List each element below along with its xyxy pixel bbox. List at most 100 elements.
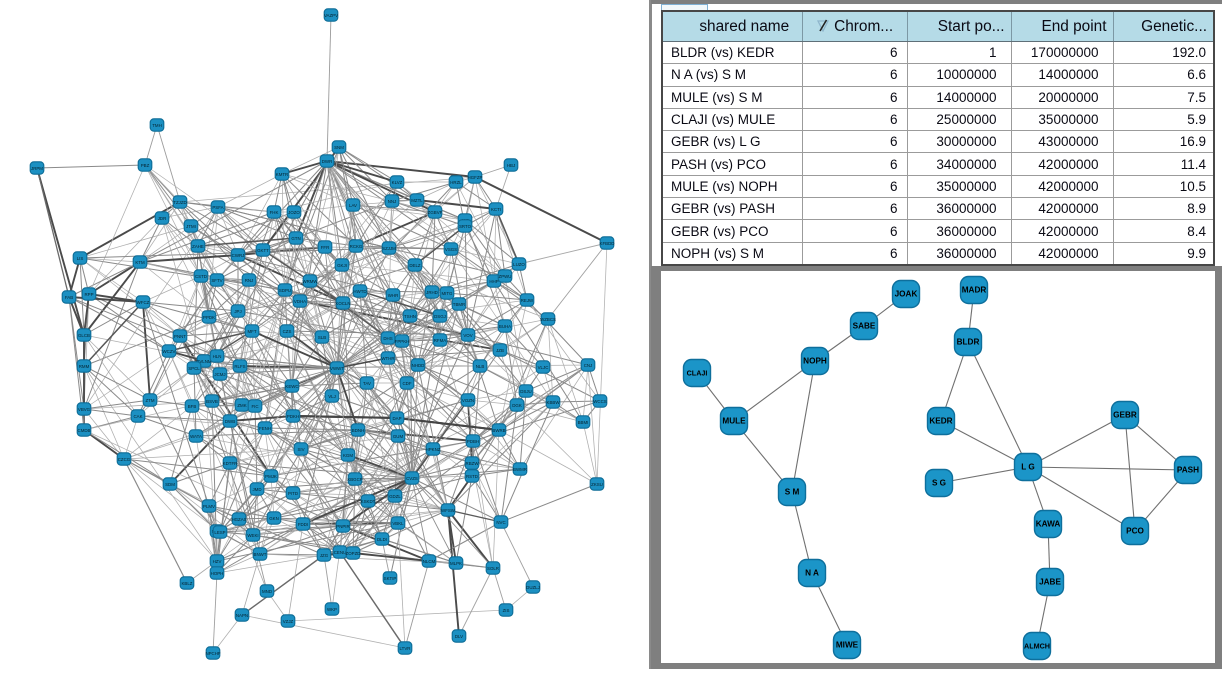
svg-text:ZGBVF: ZGBVF [428,210,443,215]
svg-text:PLMV: PLMV [203,504,215,509]
svg-text:BDNH: BDNH [352,428,364,433]
svg-text:KCTI: KCTI [491,207,501,212]
svg-text:KBGCP: KBGCP [347,477,362,482]
svg-text:GLCB: GLCB [78,333,90,338]
svg-text:GKTT: GKTT [257,248,269,253]
svg-text:CWRJ: CWRJ [232,253,245,258]
svg-text:KDTFR: KDTFR [223,461,238,466]
svg-text:PNPIR: PNPIR [336,524,349,529]
svg-text:LUZO: LUZO [513,262,525,267]
svg-text:FIC: FIC [251,404,258,409]
svg-text:VLJC: VLJC [538,365,549,370]
svg-text:CDF: CDF [402,381,411,386]
svg-text:KTM: KTM [135,260,145,265]
svg-text:ZTM: ZTM [145,398,154,403]
svg-text:S G: S G [932,479,946,488]
svg-text:DUZLJ: DUZLJ [526,585,540,590]
svg-text:KLVZ: KLVZ [392,180,403,185]
svg-text:WEKI: WEKI [247,533,258,538]
svg-text:JMD: JMD [252,487,261,492]
svg-text:RPP: RPP [84,292,93,297]
svg-text:HZV: HZV [213,559,222,564]
svg-text:CSTD: CSTD [195,274,207,279]
svg-text:ZIS: ZIS [503,608,510,613]
svg-text:JRHD: JRHD [426,290,438,295]
svg-text:JPJ: JPJ [234,309,241,314]
svg-text:GUM: GUM [393,434,404,439]
svg-text:VAZPV: VAZPV [324,13,338,18]
svg-text:FAB: FAB [65,295,73,300]
svg-text:HHP: HHP [489,279,498,284]
svg-text:JZG: JZG [320,553,329,558]
svg-text:KBLZ: KBLZ [182,581,193,586]
svg-text:RBZW: RBZW [466,461,480,466]
svg-text:SABE: SABE [853,322,876,331]
svg-text:DAP: DAP [392,416,401,421]
svg-text:MLPK: MLPK [450,561,462,566]
svg-text:HGFZP: HGFZP [468,175,483,180]
svg-text:SDPU: SDPU [279,288,291,293]
svg-text:GKN: GKN [269,516,279,521]
svg-text:RCKG: RCKG [350,244,363,249]
svg-text:NHDD: NHDD [412,363,425,368]
svg-text:BWRB: BWRB [492,428,505,433]
svg-text:WCCS: WCCS [593,399,606,404]
svg-text:BNWT: BNWT [254,552,267,557]
svg-text:KFBDD: KFBDD [600,241,615,246]
svg-text:BBMI: BBMI [578,420,589,425]
svg-text:VBKL: VBKL [392,521,404,526]
svg-text:ZPWU: ZPWU [499,274,512,279]
svg-text:CMDB: CMDB [78,428,91,433]
svg-text:PPDK: PPDK [203,315,215,320]
svg-text:CZCG: CZCG [118,457,131,462]
svg-text:WTHR: WTHR [381,356,394,361]
svg-text:BWMR: BWMR [513,467,527,472]
svg-text:BFB: BFB [188,404,197,409]
svg-text:SPCL: SPCL [188,366,200,371]
svg-text:WATA: WATA [190,434,202,439]
svg-text:DLV: DLV [455,634,463,639]
svg-text:KSKDT: KSKDT [361,499,376,504]
svg-text:WFSW: WFSW [441,508,456,513]
svg-text:REJW: REJW [521,298,534,303]
svg-text:WKP: WKP [327,607,337,612]
svg-text:HPKNZ: HPKNZ [426,447,441,452]
svg-text:NLB: NLB [476,364,485,369]
svg-text:TMH: TMH [152,123,162,128]
svg-text:LAV: LAV [349,203,357,208]
svg-text:NVC: NVC [496,520,505,525]
svg-text:FHK: FHK [270,210,279,215]
svg-text:SFTV: SFTV [211,278,222,283]
svg-text:HGZAS: HGZAS [231,517,246,522]
svg-text:ZKSU: ZKSU [591,482,603,487]
svg-text:ZMK: ZMK [237,403,246,408]
svg-text:VBVG: VBVG [78,407,91,412]
svg-text:PMJK: PMJK [265,474,277,479]
svg-text:DGK: DGK [512,403,522,408]
svg-text:CENU: CENU [334,550,346,555]
svg-text:CVZS: CVZS [406,476,418,481]
svg-text:PVLNM: PVLNM [196,359,211,364]
svg-text:CAK: CAK [133,414,142,419]
svg-text:DWR: DWR [322,159,333,164]
svg-text:HWTD: HWTD [353,289,366,294]
svg-text:KEWC: KEWC [285,384,298,389]
svg-text:RNJ: RNJ [245,278,254,283]
svg-text:RLFS: RLFS [234,364,245,369]
svg-text:L G: L G [1021,463,1035,472]
svg-text:JOAK: JOAK [895,290,918,299]
svg-text:VSGS: VSGS [445,247,457,252]
svg-text:HBJ: HBJ [507,163,515,168]
svg-text:BSVB: BSVB [206,399,218,404]
svg-text:GDZL: GDZL [389,494,401,499]
svg-text:KOCLN: KOCLN [335,301,350,306]
svg-text:RSTD: RSTD [466,474,478,479]
svg-text:SZJJM: SZJJM [382,246,396,251]
svg-text:NPCHF: NPCHF [205,651,220,656]
svg-text:KAWA: KAWA [1036,520,1061,529]
svg-text:SOLR: SOLR [487,566,499,571]
svg-text:LESP: LESP [214,530,225,535]
svg-text:WRMW: WRMW [302,279,318,284]
svg-text:PDBH: PDBH [467,439,479,444]
svg-text:WZBCS: WZBCS [540,317,556,322]
